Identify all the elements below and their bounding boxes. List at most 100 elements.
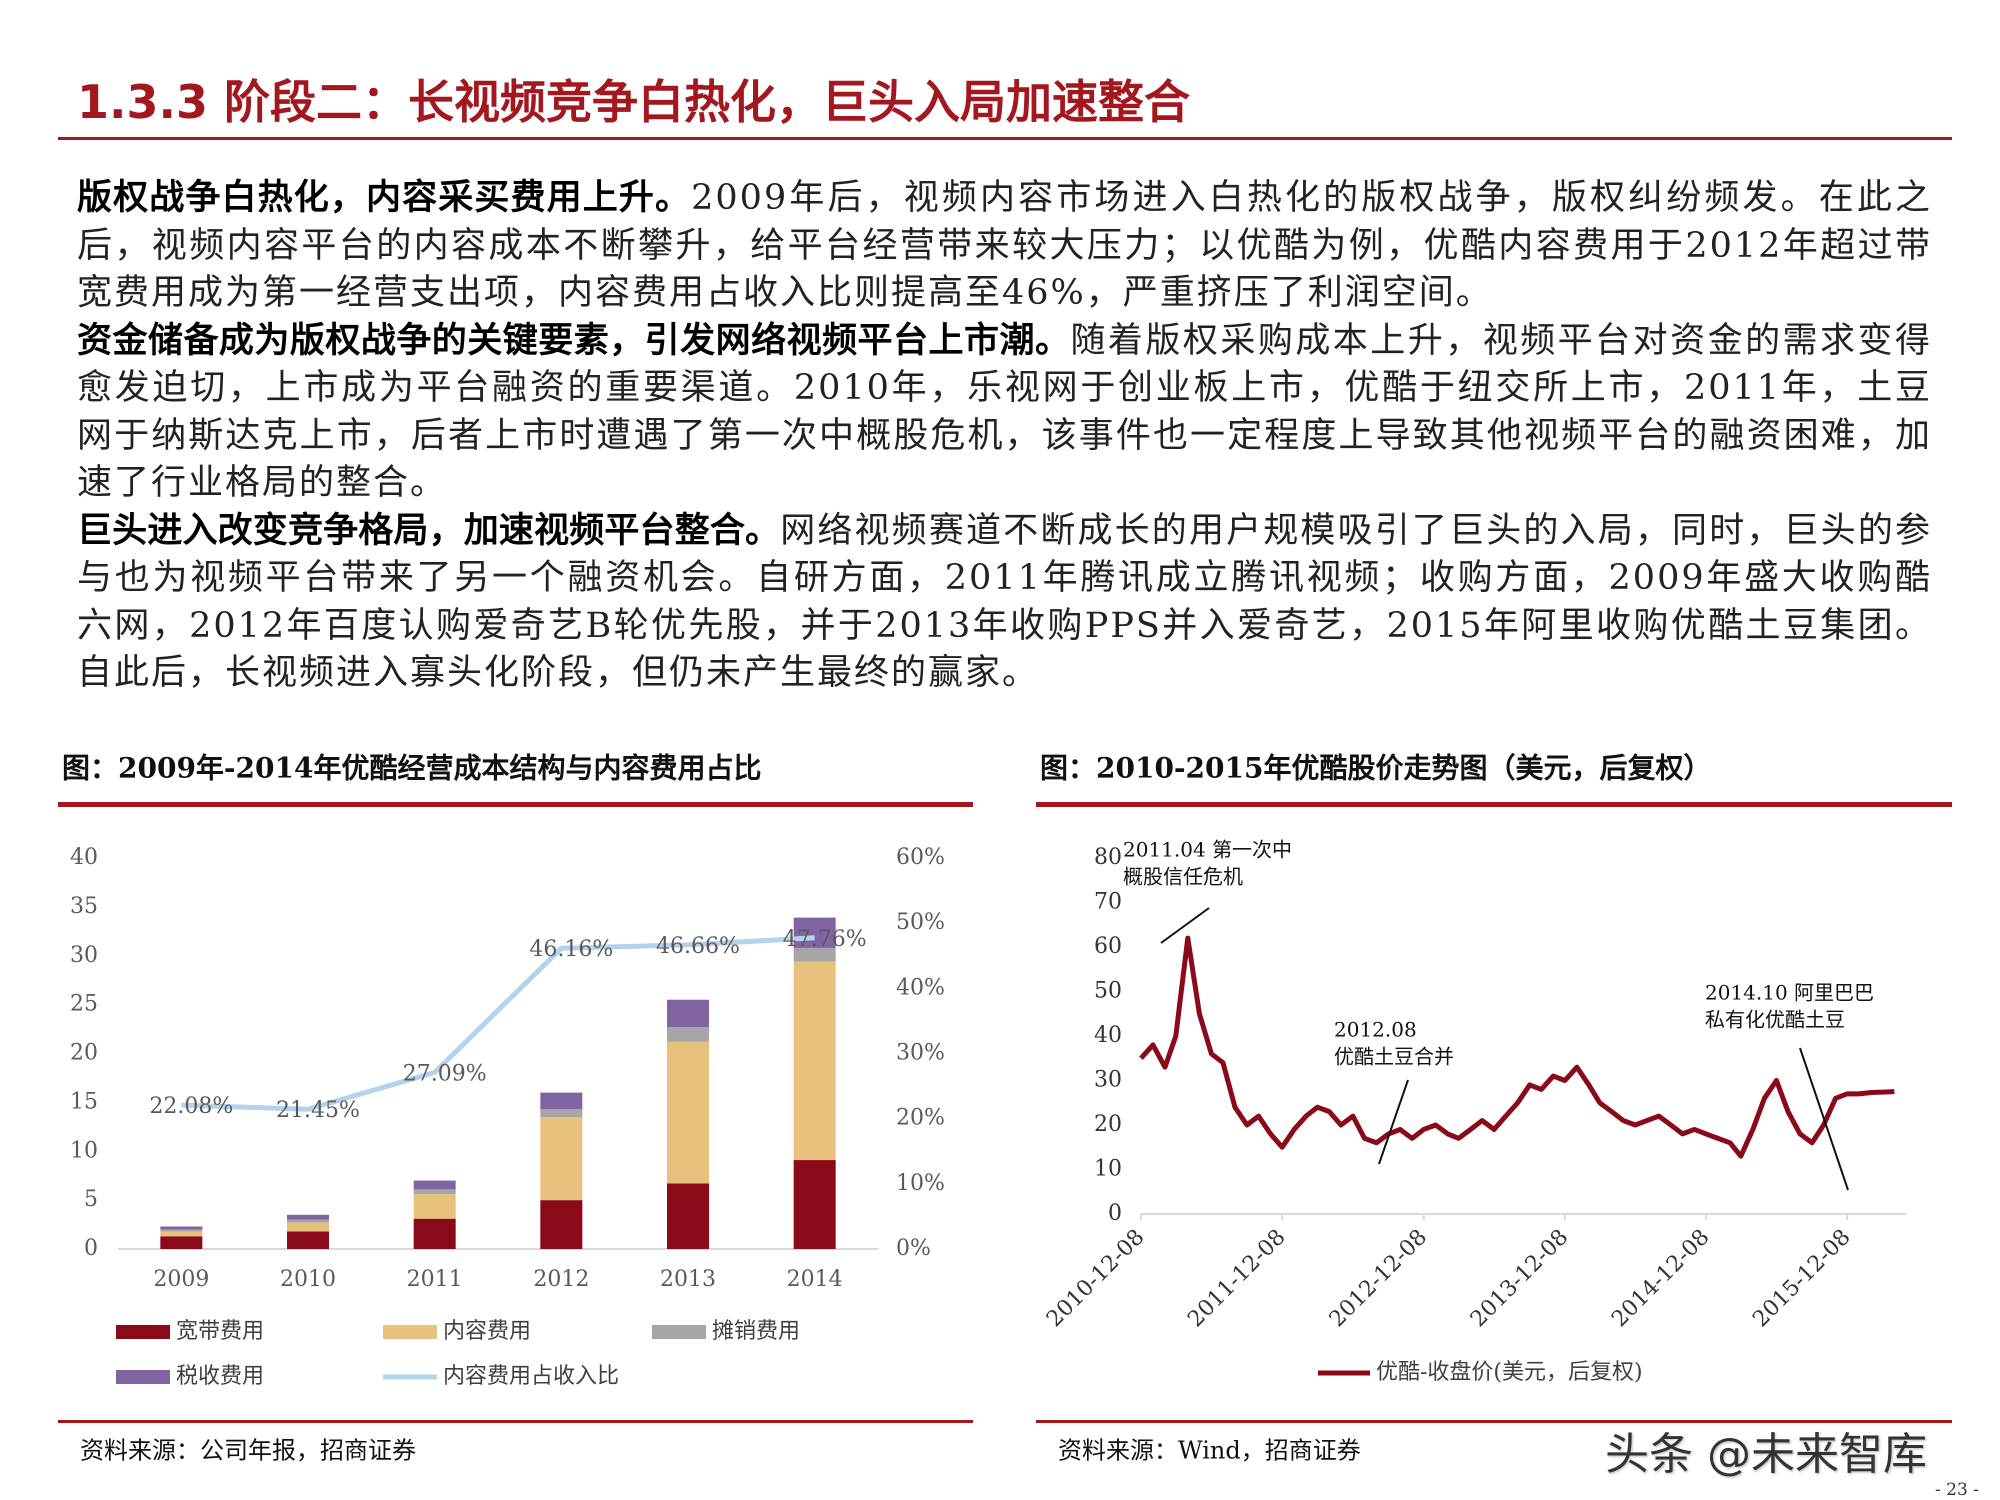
bar-segment <box>793 917 836 948</box>
y-tick-label: 30 <box>70 943 98 968</box>
legend-swatch <box>116 1370 170 1384</box>
annotation-pointer <box>1378 1079 1409 1165</box>
chart-title: 图：2009年-2014年优酷经营成本结构与内容费用占比 <box>62 752 761 785</box>
data-label: 21.45% <box>276 1098 360 1123</box>
bar-segment <box>287 1222 329 1232</box>
y2-tick-label: 40% <box>896 975 945 1000</box>
source-rule <box>1036 1420 1952 1423</box>
x-tick-label: 2010-12-08 <box>1042 1225 1149 1332</box>
paragraph: 版权战争白热化，内容采买费用上升。2009年后，视频内容市场进入白热化的版权战争… <box>77 175 1932 318</box>
legend-label: 内容费用 <box>443 1319 531 1344</box>
source-rule <box>58 1420 973 1423</box>
bar-segment <box>540 1109 583 1118</box>
x-tick-label: 2011 <box>407 1267 463 1292</box>
y2-tick-label: 0% <box>896 1236 931 1261</box>
y-tick-label: 20 <box>1094 1112 1122 1137</box>
bar-segment <box>413 1180 456 1190</box>
legend-label: 税收费用 <box>176 1364 264 1389</box>
lead: 资金储备成为版权战争的关键要素，引发网络视频平台上市潮。 <box>77 320 1071 361</box>
x-tick-label: 2014 <box>787 1267 843 1292</box>
legend-swatch <box>383 1325 437 1339</box>
bar-segment <box>413 1218 456 1249</box>
bar-segment <box>540 1092 583 1110</box>
line <box>181 935 815 1112</box>
data-label: 47.76% <box>783 927 867 952</box>
paragraph: 巨头进入改变竞争格局，加速视频平台整合。网络视频赛道不断成长的用户规模吸引了巨头… <box>77 508 1932 698</box>
y-tick-label: 0 <box>1108 1201 1122 1226</box>
y-tick-label: 30 <box>1094 1068 1122 1093</box>
bar-segment <box>160 1229 203 1232</box>
legend-label: 内容费用占收入比 <box>443 1364 619 1389</box>
annotation: 2014.10 阿里巴巴 <box>1705 981 1874 1005</box>
y-tick-label: 25 <box>70 992 98 1017</box>
chart-rule <box>58 802 973 807</box>
section-title: 1.3.3 阶段二：长视频竞争白热化，巨头入局加速整合 <box>77 75 1190 129</box>
bar-segment <box>160 1236 203 1249</box>
text: 随着版权采购成本上升，视频平台对资金的需求变得愈发迫切，上市成为平台融资的重要渠… <box>77 320 1932 504</box>
y2-tick-label: 30% <box>896 1041 945 1066</box>
x-tick-label: 2012 <box>533 1267 589 1292</box>
y-tick-label: 50 <box>1094 979 1122 1004</box>
annotation: 概股信任危机 <box>1123 865 1243 889</box>
data-label: 46.66% <box>656 934 740 959</box>
data-label: 46.16% <box>529 937 613 962</box>
y-tick-label: 20 <box>70 1041 98 1066</box>
y-tick-label: 35 <box>70 894 98 919</box>
y-tick-label: 80 <box>1094 845 1122 870</box>
x-tick-label: 2010 <box>280 1267 336 1292</box>
x-tick-label: 2013 <box>660 1267 716 1292</box>
source: 资料来源：公司年报，招商证券 <box>80 1437 416 1465</box>
y-tick-label: 40 <box>70 845 98 870</box>
y-tick-label: 40 <box>1094 1023 1122 1048</box>
y-tick-label: 60 <box>1094 934 1122 959</box>
bar-segment <box>287 1214 329 1220</box>
title-rule <box>58 137 1952 140</box>
y2-tick-label: 50% <box>896 910 945 935</box>
legend-label: 摊销费用 <box>712 1319 800 1344</box>
annotation: 优酷土豆合并 <box>1334 1045 1454 1069</box>
annotation-pointer <box>1799 1047 1849 1191</box>
bar-segment <box>160 1226 203 1230</box>
legend-swatch <box>116 1325 170 1339</box>
x-tick-label: 2012-12-08 <box>1325 1225 1432 1332</box>
page-number: - 23 - <box>1935 1480 1979 1500</box>
paragraph: 资金储备成为版权战争的关键要素，引发网络视频平台上市潮。随着版权采购成本上升，视… <box>77 318 1932 508</box>
lead: 巨头进入改变竞争格局，加速视频平台整合。 <box>77 510 781 551</box>
bar-segment <box>540 1117 583 1201</box>
x-tick-label: 2009 <box>153 1267 209 1292</box>
y-tick-label: 70 <box>1094 890 1122 915</box>
annotation: 2012.08 <box>1334 1018 1417 1042</box>
data-label: 22.08% <box>149 1094 233 1119</box>
bar-segment <box>160 1231 203 1237</box>
annotation-pointer <box>1160 907 1210 944</box>
lead: 版权战争白热化，内容采买费用上升。 <box>77 178 692 218</box>
x-tick-label: 2015-12-08 <box>1748 1225 1855 1332</box>
body-text: 版权战争白热化，内容采买费用上升。2009年后，视频内容市场进入白热化的版权战争… <box>77 175 1932 698</box>
x-tick-label: 2014-12-08 <box>1607 1225 1714 1332</box>
line <box>1139 935 1895 1159</box>
chart-rule <box>1036 802 1952 807</box>
legend-swatch <box>652 1325 706 1339</box>
y-tick-label: 10 <box>70 1138 98 1163</box>
annotation: 私有化优酷土豆 <box>1705 1008 1845 1032</box>
bar-segment <box>667 999 709 1028</box>
y2-tick-label: 10% <box>896 1171 945 1196</box>
y2-tick-label: 60% <box>896 845 945 870</box>
bar-segment <box>287 1231 329 1249</box>
watermark: 头条 @未来智库 <box>1605 1429 1927 1480</box>
annotation: 2011.04 第一次中 <box>1123 838 1292 862</box>
bar-segment <box>667 1027 709 1042</box>
y-tick-label: 10 <box>1094 1157 1122 1182</box>
legend-label: 宽带费用 <box>176 1319 264 1344</box>
legend-label: 优酷-收盘价(美元，后复权) <box>1376 1360 1643 1385</box>
bar-segment <box>793 1160 836 1249</box>
bar-segment <box>667 1183 709 1249</box>
bar-segment <box>413 1194 456 1219</box>
chart-title: 图：2010-2015年优酷股价走势图（美元，后复权） <box>1040 752 1711 785</box>
source: 资料来源：Wind，招商证券 <box>1058 1437 1361 1465</box>
bar-segment <box>287 1219 329 1223</box>
y-tick-label: 15 <box>70 1089 98 1114</box>
y2-tick-label: 20% <box>896 1106 945 1131</box>
